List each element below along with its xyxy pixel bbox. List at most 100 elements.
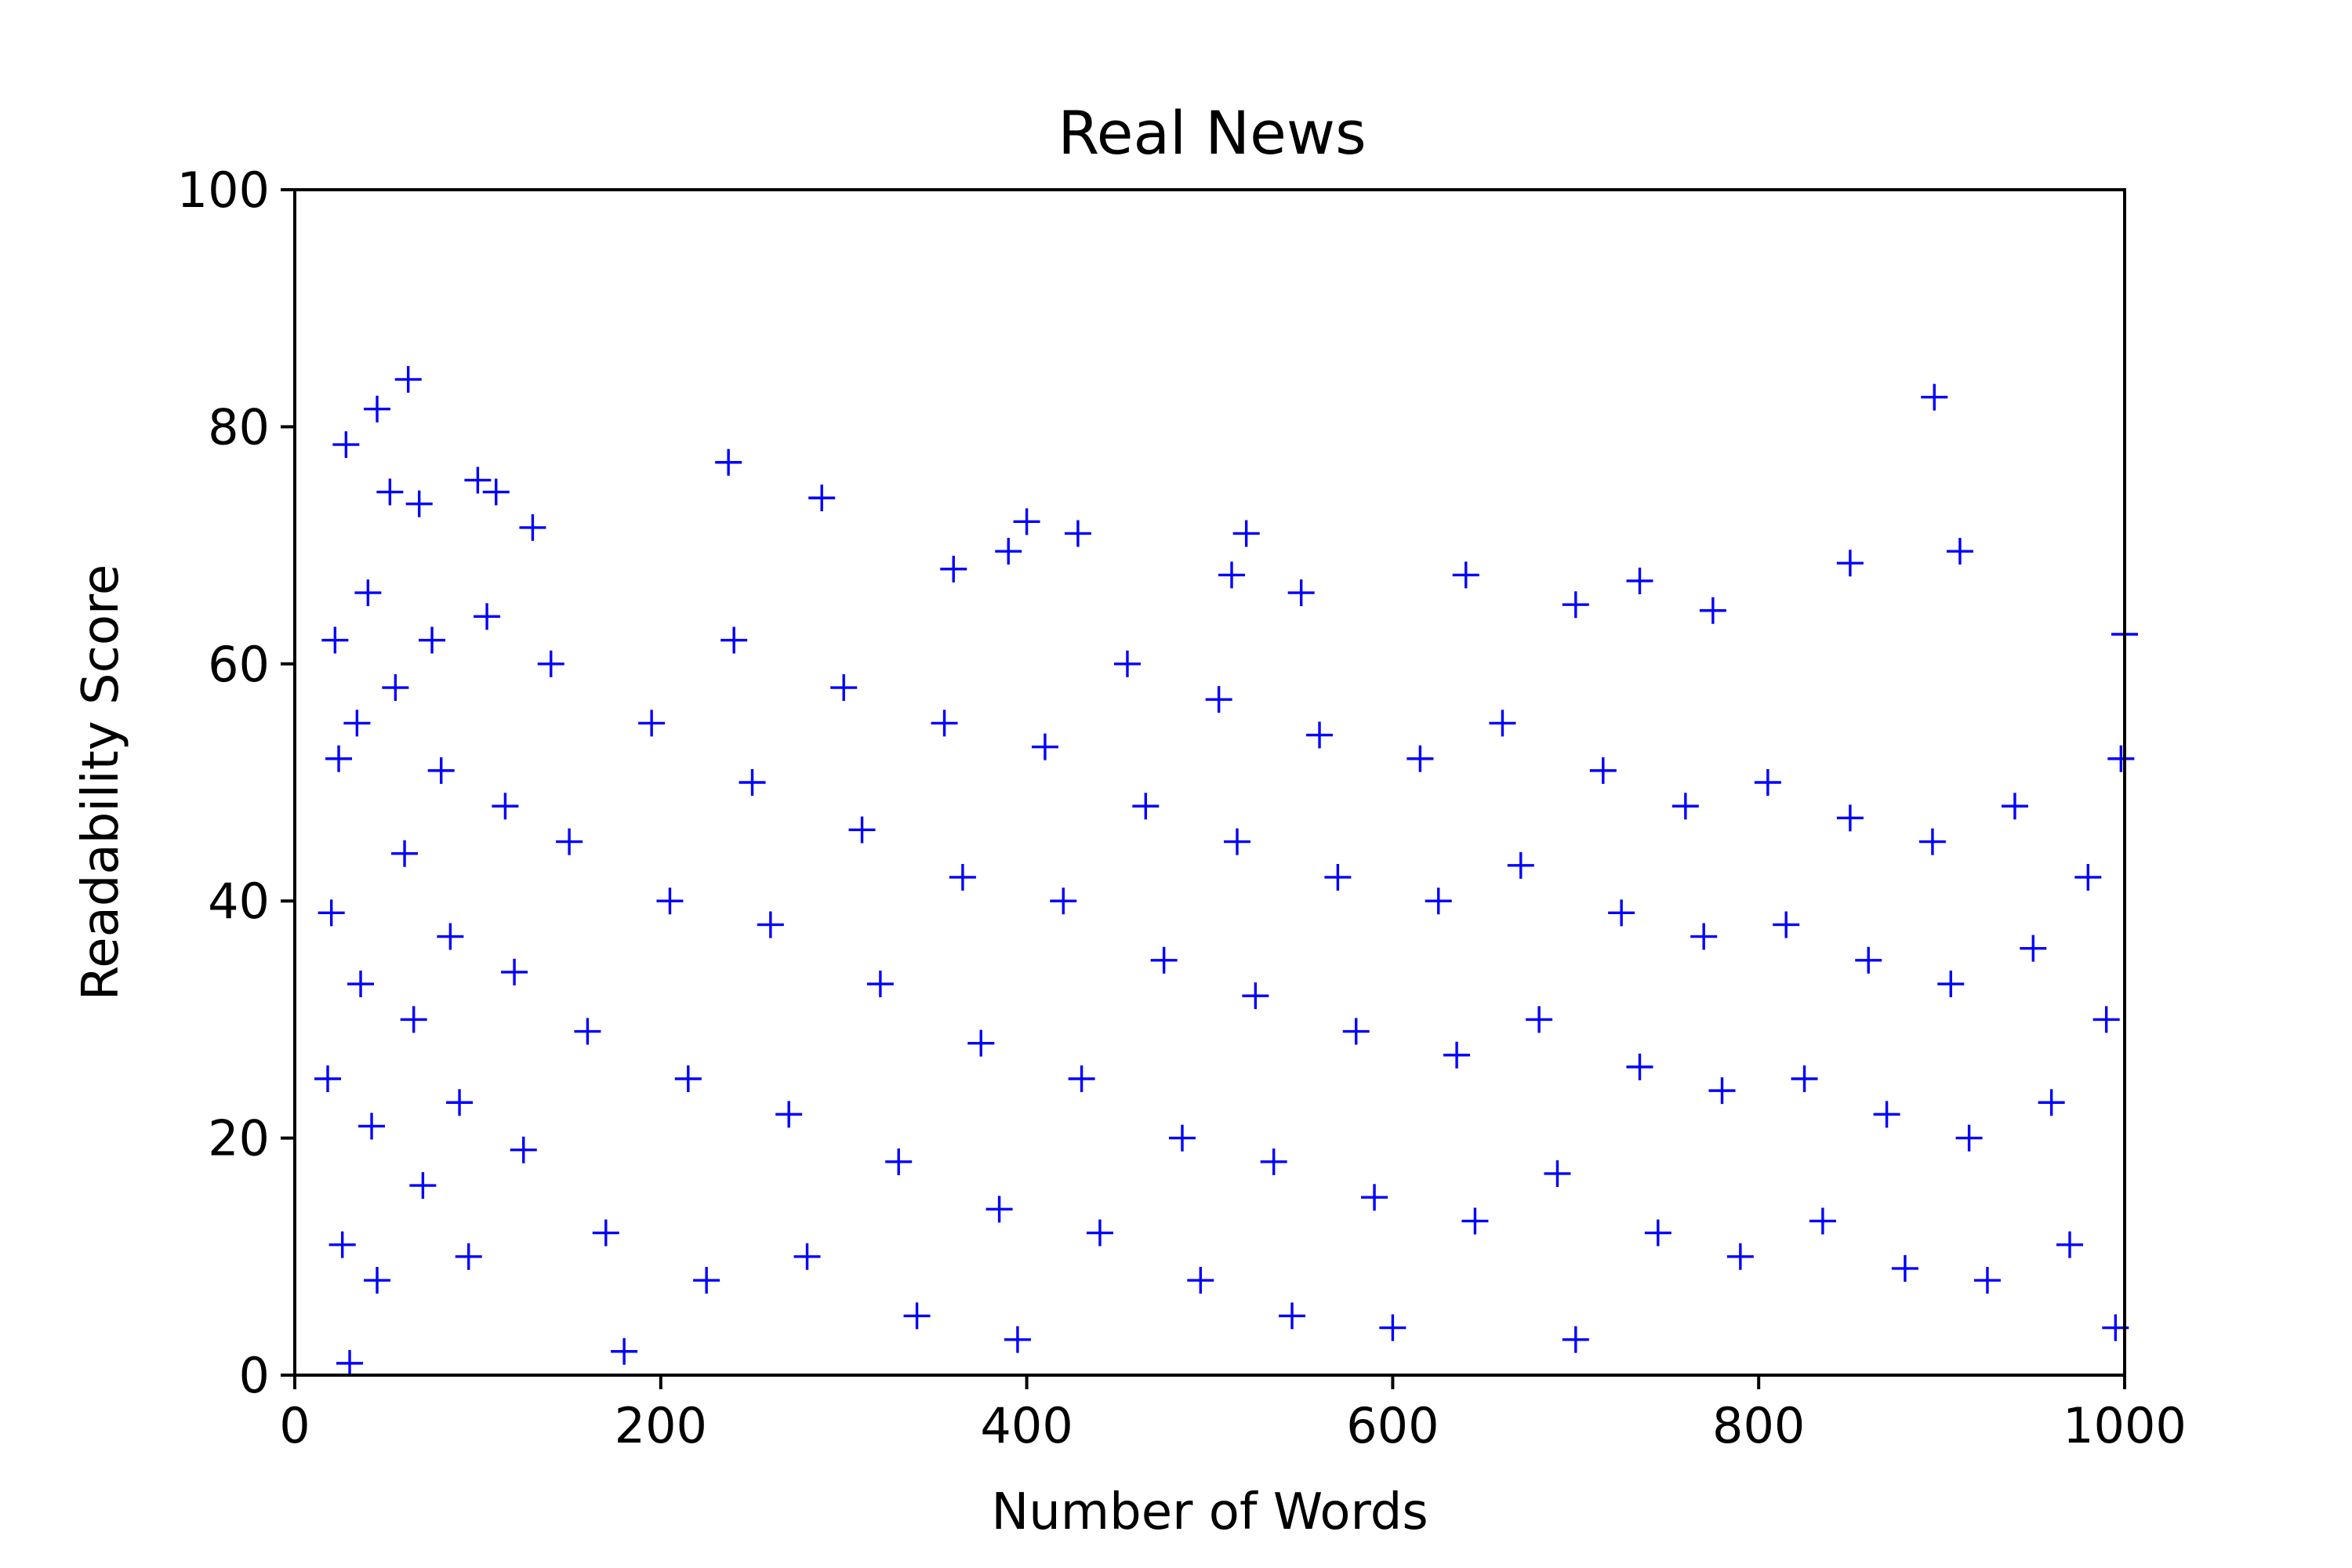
data-point — [1589, 757, 1617, 784]
data-point — [1279, 1302, 1306, 1330]
data-point — [949, 863, 976, 891]
data-point — [1452, 561, 1479, 589]
data-point — [2074, 863, 2102, 891]
data-point — [592, 1219, 619, 1247]
data-point — [2056, 1231, 2083, 1258]
data-point — [394, 365, 422, 393]
data-point — [1150, 946, 1178, 974]
data-point — [492, 793, 519, 820]
chart-title: Real News — [1058, 98, 1366, 168]
x-tick-label: 400 — [980, 1397, 1073, 1454]
data-point — [391, 840, 419, 867]
data-point — [1224, 828, 1251, 855]
data-point — [1342, 1018, 1370, 1045]
y-tick-label: 40 — [208, 873, 270, 930]
data-point — [1726, 1243, 1754, 1270]
data-point — [1306, 721, 1334, 749]
data-point — [400, 1006, 427, 1033]
data-point — [1013, 508, 1040, 535]
data-point — [1113, 650, 1141, 677]
data-point — [1671, 793, 1699, 820]
data-point — [1973, 1267, 2001, 1294]
data-point — [940, 555, 967, 583]
data-point — [1937, 971, 1965, 998]
data-point — [354, 579, 382, 607]
data-point — [1406, 745, 1434, 772]
data-point — [793, 1243, 821, 1270]
data-point — [1773, 911, 1800, 938]
data-point — [382, 674, 409, 702]
data-point — [1873, 1101, 1900, 1128]
data-point — [1361, 1184, 1388, 1211]
data-point — [985, 1196, 1013, 1223]
data-point — [1809, 1207, 1836, 1235]
data-point — [437, 923, 464, 950]
data-point — [364, 1267, 391, 1294]
x-tick-label: 800 — [1712, 1397, 1805, 1454]
data-point — [464, 466, 492, 494]
data-point — [537, 650, 564, 677]
y-tick-label: 0 — [239, 1347, 270, 1404]
y-tick-label: 100 — [177, 162, 270, 219]
x-axis-ticks: 0 200 400 600 800 1000 — [279, 1375, 2187, 1454]
data-point — [903, 1302, 931, 1330]
data-point — [2107, 745, 2135, 772]
data-point — [409, 1172, 437, 1200]
data-point — [1562, 591, 1589, 619]
data-point — [1891, 1254, 1918, 1282]
data-point — [1608, 899, 1635, 927]
data-point — [2001, 793, 2028, 820]
data-point — [1626, 1053, 1653, 1080]
data-point — [1443, 1041, 1471, 1069]
x-tick-label: 600 — [1346, 1397, 1439, 1454]
data-point — [1004, 1326, 1031, 1353]
data-point — [1379, 1314, 1406, 1341]
data-point — [321, 626, 349, 654]
data-point — [1242, 982, 1269, 1010]
data-point — [1031, 733, 1058, 760]
data-point — [510, 1136, 537, 1163]
x-tick-label: 0 — [279, 1397, 310, 1454]
data-point — [611, 1338, 638, 1365]
data-point — [1708, 1077, 1736, 1105]
plot-frame — [293, 188, 2126, 1377]
data-point — [1324, 863, 1352, 891]
data-point — [519, 514, 546, 541]
data-point — [1068, 1065, 1095, 1092]
data-point — [332, 431, 360, 459]
data-point — [1562, 1326, 1589, 1353]
data-point — [427, 757, 455, 784]
data-point — [715, 448, 742, 476]
data-point — [1626, 567, 1653, 594]
y-tick-label: 20 — [208, 1110, 270, 1167]
x-tick-label: 1000 — [2063, 1397, 2187, 1454]
data-point — [866, 971, 894, 998]
data-point — [1836, 804, 1864, 832]
data-point — [314, 1065, 342, 1092]
data-point — [1918, 828, 1946, 855]
data-point — [1921, 383, 1948, 411]
data-point — [1644, 1219, 1671, 1247]
data-point — [358, 1112, 386, 1140]
data-point — [325, 745, 353, 772]
data-point — [1050, 887, 1077, 915]
data-point — [656, 887, 684, 915]
y-axis-label: Readability Score — [72, 564, 130, 1001]
data-point — [1489, 710, 1516, 737]
data-point — [376, 478, 404, 506]
data-point — [336, 1349, 364, 1377]
data-point — [1086, 1219, 1113, 1247]
x-axis-label: Number of Words — [991, 1483, 1428, 1541]
data-point — [967, 1029, 995, 1057]
data-point — [1425, 887, 1452, 915]
data-point — [364, 395, 391, 423]
y-tick-label: 80 — [208, 398, 270, 456]
data-point — [931, 710, 958, 737]
data-point — [1699, 597, 1726, 624]
data-point — [1168, 1124, 1196, 1152]
data-point — [1526, 1006, 1553, 1033]
data-point — [1132, 793, 1160, 820]
data-point — [2020, 935, 2047, 962]
data-point — [474, 603, 501, 630]
